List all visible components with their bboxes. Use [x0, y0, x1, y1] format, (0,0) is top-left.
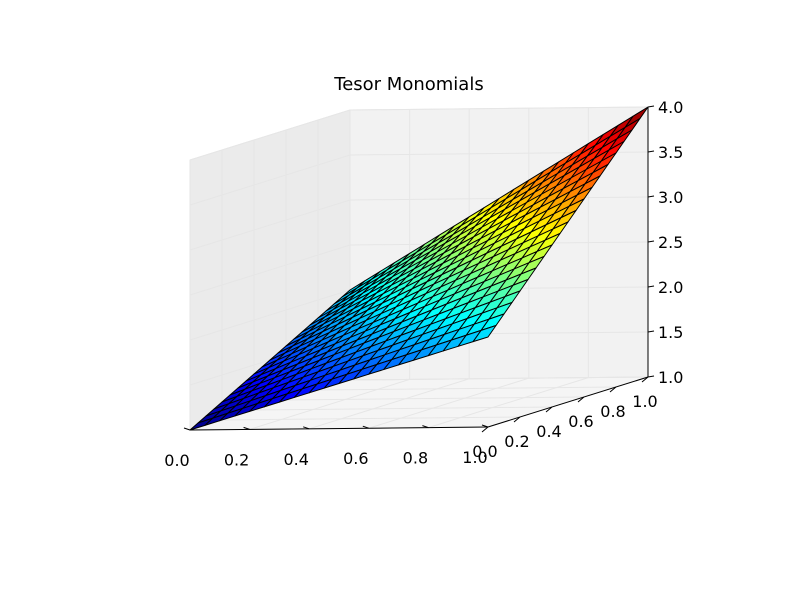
- z-axis-tick-label: 1.5: [658, 323, 683, 342]
- z-axis-tick: [647, 195, 655, 198]
- x-axis-line: [189, 426, 489, 431]
- y-axis-tick: [609, 386, 617, 393]
- z-axis-tick: [647, 375, 655, 378]
- surface-mesh: [189, 106, 649, 431]
- x-axis-tick-label: 1.0: [462, 448, 487, 467]
- gridline-floor-y: [221, 416, 521, 421]
- y-axis-tick-label: 0.6: [568, 412, 593, 431]
- y-axis-tick-label: 1.0: [632, 392, 657, 411]
- y-axis-tick-label: 0.8: [600, 402, 625, 421]
- z-axis-tick: [647, 330, 655, 333]
- x-axis-tick: [362, 425, 369, 429]
- x-axis-tick-label: 0.2: [224, 450, 249, 469]
- z-axis-tick-label: 3.5: [658, 143, 683, 162]
- x-axis-tick: [243, 426, 250, 430]
- x-axis-tick: [303, 426, 310, 430]
- z-axis-tick: [647, 105, 655, 108]
- x-axis-tick: [183, 427, 191, 431]
- x-axis-tick-label: 0.4: [283, 450, 308, 469]
- z-axis-tick-label: 1.0: [658, 368, 683, 387]
- z-axis-tick: [647, 240, 655, 243]
- gridline-floor-y: [253, 406, 553, 411]
- y-axis-line: [487, 376, 649, 428]
- gridline-side-z: [189, 244, 351, 296]
- tick-marks: [183, 105, 655, 433]
- y-axis-tick-label: 0.4: [536, 422, 561, 441]
- gridline-back-z: [349, 376, 649, 381]
- y-axis-tick-label: 0.0: [472, 442, 497, 461]
- y-axis-tick: [641, 376, 649, 383]
- gridline-side-z: [189, 289, 351, 341]
- z-axis-tick: [647, 150, 655, 153]
- z-axis-tick-label: 4.0: [658, 98, 683, 117]
- x-axis-tick-label: 0.8: [403, 449, 428, 468]
- tick-labels: 0.0 0.2 0.4 0.6 0.8 1.00.00.20.40.60.81.01.01…: [164, 98, 683, 470]
- gridline-floor-x: [428, 377, 589, 429]
- y-axis-tick: [545, 406, 553, 413]
- x-axis-tick: [481, 424, 489, 428]
- z-axis-tick-label: 3.0: [658, 188, 683, 207]
- gridline-side-z: [189, 199, 351, 251]
- gridline-side-z: [189, 109, 351, 161]
- x-axis-tick-label: 0.6: [343, 449, 368, 468]
- z-axis-tick: [647, 285, 655, 288]
- gridline-side-z: [189, 154, 351, 206]
- gridline-floor-x: [249, 378, 410, 430]
- gridline-floor-x: [309, 378, 470, 430]
- z-axis-tick-label: 2.5: [658, 233, 683, 252]
- gridline-floor-x: [368, 377, 529, 429]
- z-axis-tick-label: 2.0: [658, 278, 683, 297]
- x-axis-tick: [422, 425, 429, 429]
- y-axis-tick: [577, 396, 585, 403]
- gridline-floor-y: [285, 396, 585, 401]
- x-axis-tick-label: 0.0: [164, 451, 189, 470]
- gridline-floor-y: [317, 386, 617, 391]
- y-axis-tick: [481, 426, 489, 433]
- y-axis-tick: [513, 416, 521, 423]
- chart-title: Tesor Monomials: [333, 74, 483, 95]
- surface-patch: [472, 325, 497, 343]
- y-axis-tick-label: 0.2: [504, 432, 529, 451]
- gridline-back-z: [349, 106, 649, 111]
